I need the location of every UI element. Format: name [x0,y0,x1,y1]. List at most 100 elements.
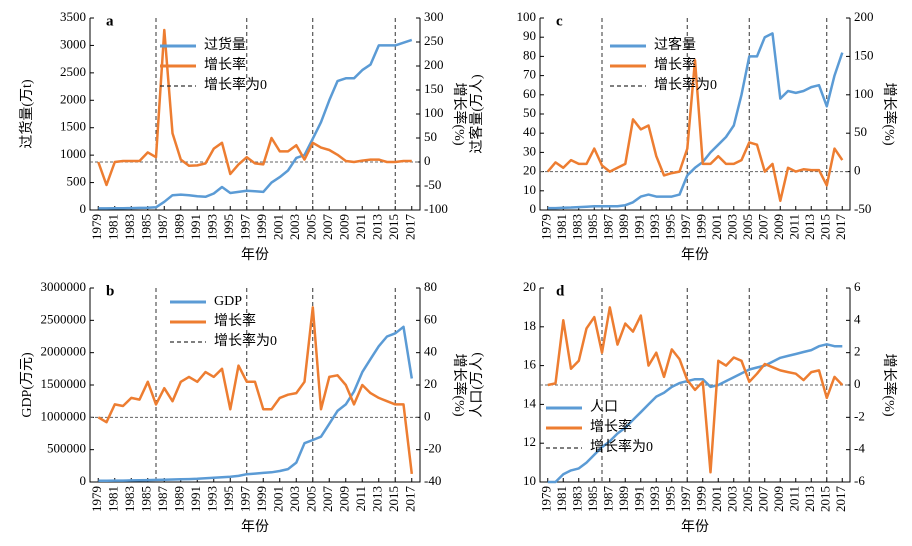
y2-tick-label: 50 [424,129,437,144]
y2-tick-label: 40 [424,344,437,359]
series-line [97,306,414,475]
y2-tick-label: 20 [424,376,437,391]
series-line [97,28,412,187]
y-tick-label: 2000 [60,91,86,106]
x-tick-label: 2001 [271,486,286,512]
x-tick-label: 1999 [694,486,709,512]
x-tick-label: 1985 [585,486,600,512]
y-tick-label: 40 [523,124,536,139]
y2-tick-label: 0 [854,163,861,178]
x-tick-label: 1995 [663,486,678,512]
y2-tick-label: -50 [424,177,441,192]
x-tick-label: 2009 [337,214,352,240]
x-tick-label: 1985 [139,214,154,240]
legend-label: 增长率为0 [590,438,653,455]
x-tick-label: 1979 [89,486,104,512]
y-tick-label: 20 [523,279,536,294]
x-tick-label: 1993 [647,486,662,512]
y2-tick-label: 100 [854,86,874,101]
y2-tick-label: 300 [424,9,444,24]
x-tick-label: 2013 [370,214,385,240]
y2-tick-label: -4 [854,441,865,456]
y-tick-label: 3000 [60,36,86,51]
legend-label: 增长率 [204,56,246,73]
x-tick-label: 1999 [254,486,269,512]
x-tick-label: 2015 [386,214,401,240]
x-tick-label: 1997 [238,214,253,241]
series-line [546,58,844,203]
y2-tick-label: -50 [854,201,871,216]
x-tick-label: 1995 [221,486,236,512]
x-tick-label: 2011 [353,486,368,512]
y-tick-label: 1500000 [41,376,87,391]
x-tick-label: 1979 [89,214,104,240]
x-tick-label: 2005 [304,486,319,512]
legend-label: 增长率为0 [654,76,717,93]
series-line [547,32,844,210]
x-tick-label: 1979 [539,214,554,240]
legend-label: 增长率 [214,312,256,329]
panel-label: c [556,13,563,29]
x-tick-label: 1989 [616,214,631,240]
x-tick-label: 1995 [221,214,236,240]
legend-label: 过客量 [654,36,696,53]
y-tick-label: 50 [523,105,536,120]
y-tick-label: 60 [523,86,536,101]
x-tick-label: 2017 [403,486,418,513]
x-tick-label: 1983 [570,214,585,240]
y2-tick-label: 200 [424,57,444,72]
y2-tick-label: 150 [424,81,444,96]
x-tick-label: 2003 [725,214,740,240]
x-tick-label: 1981 [554,486,569,512]
y2-tick-label: 200 [854,9,874,24]
x-tick-label: 1999 [694,214,709,240]
x-tick-label: 2003 [725,486,740,512]
x-tick-label: 1987 [155,214,170,241]
legend-label: 过货量 [204,36,246,53]
y2-axis-label: 增长率(%) [881,354,898,417]
x-tick-label: 2017 [833,214,848,241]
x-tick-label: 2013 [802,214,817,240]
y2-tick-label: 80 [424,279,437,294]
x-axis-label: 年份 [241,519,269,535]
legend-label: 增长率为0 [204,76,267,93]
axis-frame [89,18,421,211]
series-line [547,306,844,474]
y-axis-label: GDP(万元) [20,352,35,418]
y2-tick-label: -100 [424,201,448,216]
x-tick-label: 1993 [205,486,220,512]
x-tick-label: 2007 [756,486,771,513]
y-tick-label: 70 [523,67,536,82]
y-tick-label: 2000000 [41,344,87,359]
x-tick-label: 1983 [570,486,585,512]
y2-tick-label: 150 [854,47,874,62]
x-tick-label: 2011 [353,214,368,240]
y-tick-label: 1000 [60,146,86,161]
y2-tick-label: -2 [854,408,865,423]
x-tick-label: 1997 [238,486,253,513]
x-tick-label: 2015 [386,486,401,512]
y-axis-label: 人口(万人) [469,352,485,418]
y2-tick-label: 50 [854,124,867,139]
y2-tick-label: 6 [854,279,861,294]
panel: 0 10 20 30 40 50 60 70 80 90 100 -50 0 50 100 150 200 197… [468,9,898,263]
series-line [98,325,414,482]
y2-tick-label: 4 [854,311,861,326]
x-tick-label: 2009 [771,214,786,240]
y-tick-label: 20 [523,163,536,178]
x-tick-label: 1983 [122,486,137,512]
y2-tick-label: -20 [424,441,441,456]
x-tick-label: 2001 [709,486,724,512]
x-tick-label: 2003 [287,486,302,512]
x-tick-label: 1991 [632,486,647,512]
x-tick-label: 1979 [539,486,554,512]
x-tick-label: 2003 [287,214,302,240]
x-tick-label: 1983 [122,214,137,240]
x-tick-label: 1981 [106,486,121,512]
y-axis-label: 过客量(万人) [468,74,485,154]
panel-label: b [106,283,114,299]
y-tick-label: 14 [523,395,537,410]
x-tick-label: 2013 [370,486,385,512]
x-tick-label: 2005 [740,214,755,240]
